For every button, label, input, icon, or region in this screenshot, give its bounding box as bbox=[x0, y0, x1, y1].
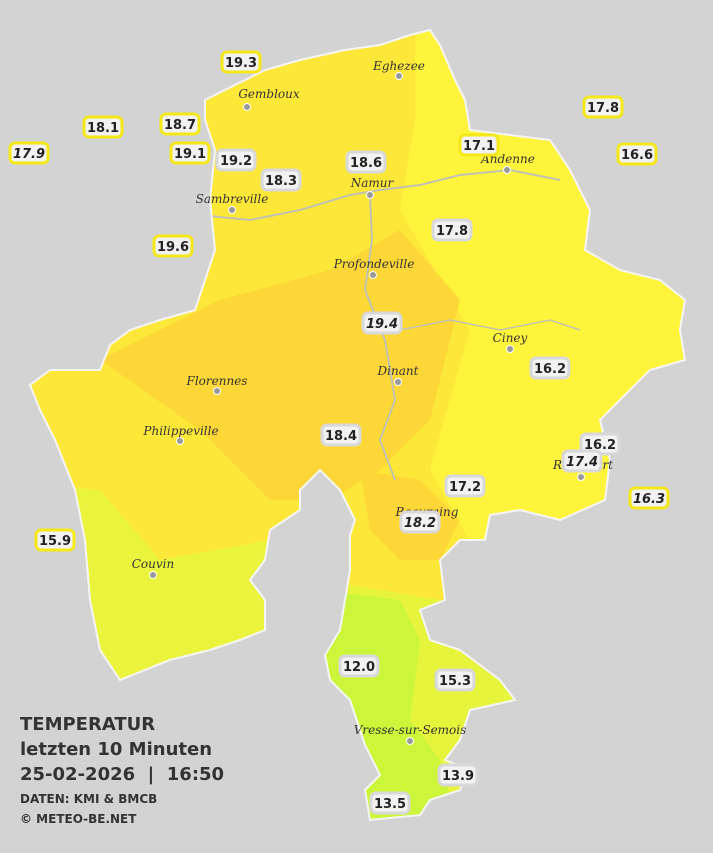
station-box bbox=[616, 142, 658, 166]
city-dot bbox=[176, 437, 184, 445]
station-value: 16.2 bbox=[584, 438, 616, 453]
station-box bbox=[215, 148, 257, 172]
station-value: 17.9 bbox=[13, 147, 45, 162]
station-box bbox=[458, 133, 500, 157]
city-dot bbox=[394, 378, 402, 386]
city-dot bbox=[366, 191, 374, 199]
station-value: 16.3 bbox=[633, 492, 665, 507]
zone bbox=[100, 230, 460, 500]
station-box bbox=[34, 528, 76, 552]
station-value: 19.4 bbox=[366, 317, 398, 332]
city-dot bbox=[577, 473, 585, 481]
station-box bbox=[582, 95, 624, 119]
station-box bbox=[529, 356, 571, 380]
river bbox=[399, 319, 581, 331]
city-label: Couvin bbox=[132, 557, 174, 571]
station-value: 17.8 bbox=[587, 101, 619, 116]
station-value: 18.2 bbox=[404, 516, 436, 531]
station-box bbox=[82, 115, 124, 139]
station-value: 17.4 bbox=[566, 455, 598, 470]
legend-subtitle: letzten 10 Minuten bbox=[20, 739, 212, 760]
city-dot bbox=[228, 206, 236, 214]
station-value: 16.2 bbox=[534, 362, 566, 377]
station-box bbox=[345, 150, 387, 174]
station-value: 18.1 bbox=[87, 121, 119, 136]
station-box bbox=[437, 763, 479, 787]
legend-title: TEMPERATUR bbox=[20, 714, 155, 735]
station-box bbox=[561, 449, 603, 473]
station-box bbox=[431, 218, 473, 242]
city-dot bbox=[369, 271, 377, 279]
station-value: 15.3 bbox=[439, 674, 471, 689]
city-dot bbox=[406, 737, 414, 745]
station-value: 19.1 bbox=[174, 147, 206, 162]
station-value: 12.0 bbox=[343, 660, 375, 675]
station-value: 15.9 bbox=[39, 534, 71, 549]
station-box bbox=[152, 234, 194, 258]
city-dot bbox=[149, 571, 157, 579]
city-label: Philippeville bbox=[142, 424, 218, 438]
station-box bbox=[220, 50, 262, 74]
station-box bbox=[399, 510, 441, 534]
city-label: Florennes bbox=[186, 374, 248, 388]
station-value: 19.2 bbox=[220, 154, 252, 169]
station-value: 19.6 bbox=[157, 240, 189, 255]
station-box bbox=[444, 474, 486, 498]
station-value: 17.1 bbox=[463, 139, 495, 154]
river bbox=[199, 168, 561, 222]
station-box bbox=[169, 141, 211, 165]
city-label: Sambreville bbox=[196, 192, 269, 206]
station-value: 17.2 bbox=[449, 480, 481, 495]
city-dot bbox=[503, 166, 511, 174]
station-box bbox=[8, 141, 50, 165]
station-value: 18.6 bbox=[350, 156, 382, 171]
station-value: 18.4 bbox=[325, 429, 357, 444]
city-label: Gembloux bbox=[238, 87, 300, 101]
station-box bbox=[320, 423, 362, 447]
station-value: 13.9 bbox=[442, 769, 474, 784]
river bbox=[363, 194, 397, 481]
station-box bbox=[338, 654, 380, 678]
station-value: 18.7 bbox=[164, 118, 196, 133]
city-dot bbox=[506, 345, 514, 353]
station-value: 13.5 bbox=[374, 797, 406, 812]
city-label: Namur bbox=[350, 176, 395, 190]
city-dot bbox=[395, 72, 403, 80]
station-box bbox=[369, 791, 411, 815]
city-dot bbox=[213, 387, 221, 395]
city-label: Eghezee bbox=[372, 59, 425, 73]
city-label: Vresse-sur-Semois bbox=[354, 723, 467, 737]
station-box bbox=[260, 168, 302, 192]
station-value: 17.8 bbox=[436, 224, 468, 239]
station-box bbox=[159, 112, 201, 136]
station-box bbox=[361, 311, 403, 335]
station-box bbox=[628, 486, 670, 510]
station-box bbox=[434, 668, 476, 692]
station-value: 19.3 bbox=[225, 56, 257, 71]
city-label: Dinant bbox=[377, 364, 419, 378]
legend-source: DATEN: KMI & BMCB bbox=[20, 792, 157, 806]
station-value: 18.3 bbox=[265, 174, 297, 189]
city-label: Profondeville bbox=[333, 257, 415, 271]
legend-datetime: 25-02-2026 | 16:50 bbox=[20, 764, 224, 785]
city-dot bbox=[243, 103, 251, 111]
city-label: Ciney bbox=[493, 331, 528, 345]
station-value: 16.6 bbox=[621, 148, 653, 163]
legend-copyright: © METEO-BE.NET bbox=[20, 812, 137, 826]
